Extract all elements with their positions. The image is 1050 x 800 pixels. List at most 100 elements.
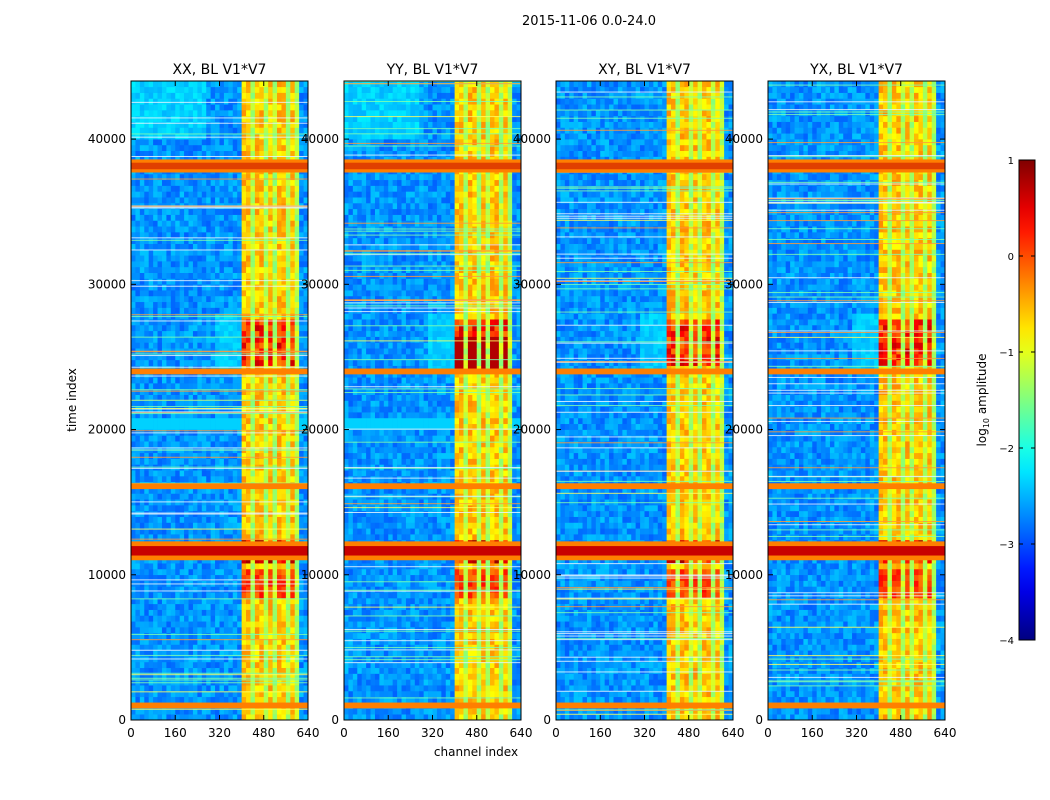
heatmap-cell (285, 110, 291, 117)
heatmap-cell (144, 185, 149, 192)
heatmap-cell (192, 493, 198, 500)
heatmap-cell (272, 568, 278, 576)
heatmap-cell (223, 650, 229, 657)
heatmap-cell (285, 359, 291, 366)
heatmap-cell (192, 144, 198, 152)
panel-yy[interactable]: YY, BL V1*V70 160 320 480 640010000200003000… (301, 62, 533, 740)
panel-xx[interactable]: XX, BL V1*V70 160 320 480 640010000200003000… (88, 62, 320, 740)
heatmap-cell (219, 301, 225, 308)
heatmap-cell (263, 644, 269, 651)
heatmap-cell (206, 115, 211, 122)
heatmap-cell (281, 394, 287, 401)
heatmap-cell (153, 714, 158, 720)
heatmap-cell (131, 377, 136, 384)
heatmap-cell (241, 133, 247, 140)
heatmap-cell (277, 179, 282, 186)
heatmap-cell (250, 179, 256, 186)
heatmap-cell (268, 690, 273, 698)
heatmap-cell (303, 295, 308, 303)
heatmap-cell (277, 644, 282, 651)
heatmap-cell (188, 127, 194, 134)
heatmap-cell (237, 226, 242, 233)
heatmap-cell (192, 133, 198, 140)
heatmap-cell (144, 220, 149, 227)
heatmap-cell (228, 644, 234, 651)
heatmap-cell (166, 191, 172, 198)
heatmap-cell (352, 487, 358, 494)
heatmap-cell (232, 493, 238, 500)
heatmap-cell (144, 435, 149, 442)
heatmap-cell (232, 667, 238, 674)
heatmap-cell (135, 330, 141, 337)
heatmap-cell (161, 621, 167, 628)
heatmap-cell (139, 592, 145, 599)
heatmap-cell (179, 173, 185, 181)
heatmap-cell (348, 714, 354, 720)
heatmap-cell (135, 493, 141, 500)
heatmap-cell (192, 336, 198, 343)
heatmap-cell (179, 685, 185, 692)
heatmap-cell (192, 139, 198, 146)
heatmap-cell (348, 301, 354, 308)
heatmap-cell (344, 301, 349, 308)
heatmap-cell (344, 202, 349, 210)
heatmap-cell (131, 696, 136, 703)
heatmap-cell (184, 144, 189, 152)
heatmap-cell (223, 319, 229, 326)
heatmap-cell (303, 563, 308, 570)
heatmap-cell (215, 278, 220, 285)
heatmap-cell (357, 446, 362, 454)
heatmap-cell (175, 557, 180, 564)
heatmap-cell (228, 173, 234, 181)
heatmap-cell (299, 534, 304, 541)
heatmap-cell (237, 603, 242, 610)
heatmap-cell (192, 632, 198, 639)
heatmap-cell (144, 324, 149, 332)
heatmap-cell (361, 487, 367, 494)
heatmap-cell (157, 574, 163, 581)
heatmap-cell (184, 266, 189, 273)
heatmap-cell (175, 470, 180, 477)
heatmap-cell (223, 383, 229, 390)
heatmap-cell (188, 417, 194, 425)
heatmap-cell (352, 179, 358, 186)
heatmap-cell (215, 284, 220, 291)
heatmap-cell (179, 319, 185, 326)
heatmap-cell (166, 394, 172, 401)
heatmap-cell (148, 696, 154, 703)
heatmap-cell (237, 150, 242, 157)
heatmap-cell (232, 173, 238, 181)
heatmap-cell (148, 173, 154, 181)
heatmap-cell (272, 441, 278, 448)
heatmap-cell (268, 261, 273, 268)
heatmap-cell (175, 110, 180, 117)
heatmap-cell (303, 696, 308, 703)
heatmap-cell (219, 650, 225, 657)
heatmap-cell (131, 272, 136, 279)
heatmap-cell (299, 673, 304, 680)
heatmap-cell (290, 232, 296, 239)
heatmap-cell (357, 133, 362, 140)
heatmap-cell (144, 470, 149, 477)
heatmap-cell (254, 696, 260, 703)
heatmap-cell (241, 598, 247, 605)
heatmap-cell (232, 266, 238, 273)
heatmap-cell (285, 505, 291, 512)
heatmap-cell (294, 371, 300, 378)
heatmap-cell (201, 522, 207, 529)
heatmap-cell (299, 592, 304, 599)
heatmap-cell (228, 423, 234, 430)
heatmap-cell (184, 232, 189, 239)
heatmap-cell (357, 185, 362, 192)
heatmap-cell (184, 359, 189, 366)
heatmap-cell (357, 534, 362, 541)
heatmap-cell (144, 266, 149, 273)
heatmap-cell (285, 295, 291, 303)
heatmap-cell (219, 243, 225, 250)
heatmap-cell (139, 371, 145, 378)
heatmap-cell (348, 150, 354, 157)
heatmap-cell (263, 307, 269, 314)
heatmap-cell (157, 563, 163, 570)
heatmap-cell (188, 232, 194, 239)
heatmap-cell (254, 603, 260, 610)
